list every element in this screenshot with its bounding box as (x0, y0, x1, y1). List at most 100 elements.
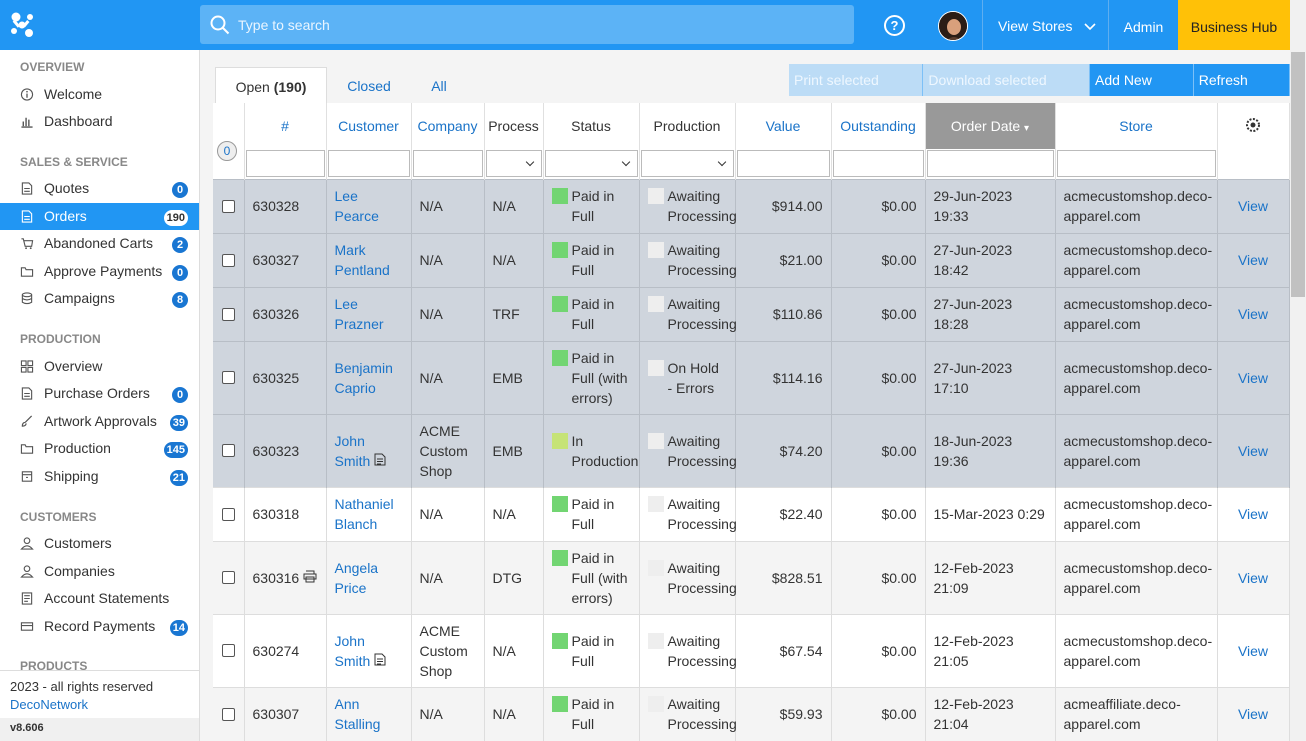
print-selected-orders-button[interactable]: Print selected orders (789, 64, 924, 120)
row-checkbox[interactable] (221, 199, 235, 213)
gear-icon[interactable] (1245, 117, 1261, 133)
download-selected-orders-button[interactable]: Download selected orders (923, 64, 1091, 120)
filter-customer-input[interactable] (327, 150, 410, 178)
view-link[interactable]: View (1237, 306, 1269, 322)
deconetwork-link[interactable]: DecoNetwork (10, 697, 89, 712)
sidebar-item-customers[interactable]: Customers (0, 530, 199, 557)
column-order-date[interactable]: Order Date ▾ (925, 103, 1056, 149)
row-checkbox[interactable] (221, 307, 235, 321)
filter-store-input[interactable] (1056, 150, 1216, 178)
view-link[interactable]: View (1237, 198, 1269, 214)
row-checkbox[interactable] (221, 253, 235, 267)
filter-value-input[interactable] (736, 150, 830, 178)
customer-link[interactable]: Lee Prazner (334, 296, 384, 332)
filter-order-date-input[interactable] (926, 150, 1054, 178)
sidebar-item-welcome[interactable]: Welcome (0, 81, 199, 108)
customer-link[interactable]: Nathaniel Blanch (334, 496, 394, 532)
table-row[interactable]: 630326 Lee Prazner N/A TRF Paid in Full Await… (213, 286, 1290, 341)
view-link[interactable]: View (1237, 252, 1269, 268)
column-number[interactable]: # (244, 103, 327, 149)
row-checkbox[interactable] (221, 644, 235, 657)
table-row[interactable]: 630274 John Smith ACME Custom Shop N/A Paid… (213, 613, 1290, 687)
filter-outstanding-input[interactable] (832, 150, 924, 178)
sidebar-item-dashboard[interactable]: Dashboard (0, 108, 199, 135)
column-company[interactable]: Company (411, 103, 485, 149)
filter-company-input[interactable] (412, 150, 483, 178)
column-store[interactable]: Store (1055, 103, 1218, 149)
view-link[interactable]: View (1237, 642, 1269, 659)
customer-link[interactable]: Mark Pentland (334, 242, 390, 278)
table-row[interactable]: 630323 John Smith ACME Custom Shop EMB In P… (213, 413, 1290, 487)
deconetwork-logo-icon[interactable] (0, 0, 48, 50)
row-select-cell[interactable] (213, 413, 245, 487)
view-stores-dropdown[interactable]: View Stores (982, 0, 1108, 50)
filter-production-select[interactable] (640, 150, 734, 178)
add-new-order-button[interactable]: Add New Order (1090, 64, 1194, 120)
tab-open[interactable]: Open (190) (215, 67, 327, 104)
row-select-cell[interactable] (213, 232, 245, 287)
filter-process-select[interactable] (485, 150, 542, 178)
row-checkbox[interactable] (221, 571, 235, 584)
table-row[interactable]: 630316 Angela Price N/A DTG Paid in Full (w… (213, 540, 1290, 614)
avatar[interactable] (938, 11, 968, 41)
search-input[interactable] (238, 5, 838, 44)
table-row[interactable]: 630327 Mark Pentland N/A N/A Paid in Full Awa… (213, 232, 1290, 287)
notes-icon[interactable] (374, 453, 386, 466)
sidebar-item-campaigns[interactable]: Campaigns 8 (0, 285, 199, 312)
table-row[interactable]: 630318 Nathaniel Blanch N/A N/A Paid in Full… (213, 486, 1290, 541)
sidebar-item-approve-payments[interactable]: Approve Payments 0 (0, 258, 199, 285)
row-checkbox[interactable] (221, 507, 235, 521)
sidebar-item-purchase-orders[interactable]: Purchase Orders 0 (0, 380, 199, 407)
tab-all[interactable]: All (431, 78, 447, 94)
sidebar-item-production-overview[interactable]: Overview (0, 353, 199, 380)
sidebar-item-abandoned-carts[interactable]: Abandoned Carts 2 (0, 230, 199, 257)
column-outstanding[interactable]: Outstanding (831, 103, 926, 149)
view-link[interactable]: View (1237, 706, 1269, 723)
sidebar-item-record-payments[interactable]: Record Payments 14 (0, 613, 199, 640)
view-link[interactable]: View (1237, 369, 1269, 386)
sidebar-item-orders[interactable]: Orders 190 (0, 203, 199, 230)
row-select-cell[interactable] (213, 613, 245, 687)
help-icon[interactable]: ? (884, 15, 905, 36)
view-link[interactable]: View (1237, 506, 1269, 522)
sidebar-item-quotes[interactable]: Quotes 0 (0, 175, 199, 202)
customer-link[interactable]: Benjamin Caprio (334, 359, 393, 396)
row-select-cell[interactable] (213, 486, 245, 541)
row-checkbox[interactable] (221, 371, 235, 384)
sidebar-item-artwork-approvals[interactable]: Artwork Approvals 39 (0, 408, 199, 435)
column-settings[interactable] (1217, 103, 1290, 149)
sidebar-item-production[interactable]: Production 145 (0, 435, 199, 462)
refresh-listing-button[interactable]: Refresh listing (1193, 64, 1290, 120)
search-button[interactable]: Search (1217, 149, 1290, 179)
printer-icon[interactable] (303, 570, 317, 583)
view-link[interactable]: View (1237, 569, 1269, 586)
filter-status-select[interactable] (544, 150, 638, 178)
customer-link[interactable]: Lee Pearce (334, 188, 379, 224)
customer-link[interactable]: Angela Price (334, 559, 379, 596)
table-row[interactable]: 630325 Benjamin Caprio N/A EMB Paid in Full … (213, 340, 1290, 414)
search-bar[interactable] (200, 5, 854, 44)
customer-link[interactable]: Ann Stalling (334, 696, 381, 733)
row-checkbox[interactable] (221, 707, 235, 721)
table-row[interactable]: 630307 Ann Stalling N/A N/A Paid in Full Awai… (213, 686, 1290, 741)
table-row[interactable]: 630328 Lee Pearce N/A N/A Paid in Full Awaiti… (213, 178, 1290, 233)
sidebar-item-shipping[interactable]: Shipping 21 (0, 463, 199, 490)
customer-link[interactable]: John Smith (334, 432, 371, 469)
scrollbar-thumb[interactable] (1291, 52, 1305, 297)
row-select-cell[interactable] (213, 286, 245, 341)
column-customer[interactable]: Customer (326, 103, 412, 149)
row-checkbox[interactable] (221, 444, 235, 457)
customer-link[interactable]: John Smith (334, 632, 371, 669)
tab-closed[interactable]: Closed (347, 78, 391, 94)
view-link[interactable]: View (1237, 442, 1269, 459)
row-select-cell[interactable] (213, 686, 245, 741)
sidebar-item-account-statements[interactable]: Account Statements (0, 585, 199, 612)
sidebar-item-companies[interactable]: Companies (0, 558, 199, 585)
row-select-cell[interactable] (213, 540, 245, 614)
column-value[interactable]: Value (735, 103, 832, 149)
row-select-cell[interactable] (213, 178, 245, 233)
admin-button[interactable]: Admin (1108, 0, 1178, 50)
notes-icon[interactable] (374, 653, 386, 666)
business-hub-button[interactable]: Business Hub (1178, 0, 1290, 50)
row-select-cell[interactable] (213, 340, 245, 414)
